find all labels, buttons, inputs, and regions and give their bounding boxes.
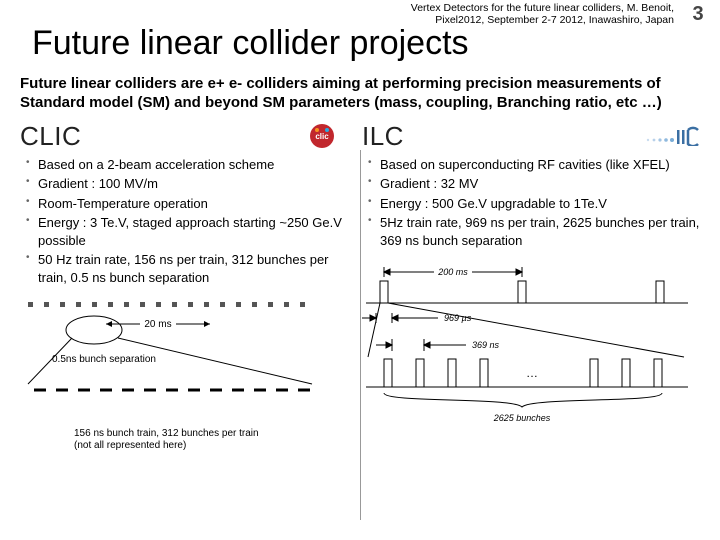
slide-title: Future linear collider projects	[0, 24, 720, 69]
intro-paragraph: Future linear colliders are e+ e- collid…	[0, 69, 720, 121]
ilc-369ns-label: 369 ns	[472, 340, 500, 350]
column-divider	[360, 150, 361, 520]
clic-title: CLIC	[20, 121, 81, 152]
ilc-ellipsis: …	[526, 366, 538, 380]
header-bar: Vertex Detectors for the future linear c…	[0, 0, 720, 26]
ilc-bullet: Based on superconducting RF cavities (li…	[368, 156, 700, 174]
ilc-bullet: Energy : 500 Ge.V upgradable to 1Te.V	[368, 195, 700, 213]
clic-bullet: Based on a 2-beam acceleration scheme	[26, 156, 358, 174]
header-line1: Vertex Detectors for the future linear c…	[411, 2, 674, 14]
ilc-2625bunches-label: 2625 bunches	[493, 413, 551, 423]
clic-train-label-l1: 156 ns bunch train, 312 bunches per trai…	[74, 428, 259, 439]
ilc-title: ILC	[362, 121, 404, 152]
clic-timing-diagram: 20 ms 0.5ns bunch separation	[20, 296, 358, 486]
clic-bullet: 50 Hz train rate, 156 ns per train, 312 …	[26, 251, 358, 286]
ilc-200ms-label: 200 ms	[437, 267, 468, 277]
ilc-bullet: Gradient : 32 MV	[368, 175, 700, 193]
header-text: Vertex Detectors for the future linear c…	[411, 2, 674, 26]
clic-05ns-label: 0.5ns bunch separation	[52, 354, 156, 365]
clic-train-dots	[28, 302, 305, 307]
clic-header: CLIC clic	[20, 121, 358, 152]
clic-bullets: Based on a 2-beam acceleration scheme Gr…	[20, 156, 358, 287]
clic-column: CLIC clic Based on a 2-beam acceleration…	[20, 121, 358, 487]
ilc-bullets: Based on superconducting RF cavities (li…	[362, 156, 700, 250]
clic-bullet: Energy : 3 Te.V, staged approach startin…	[26, 214, 358, 249]
clic-train-label-l2: (not all represented here)	[74, 440, 186, 451]
svg-text:clic: clic	[315, 132, 329, 141]
clic-logo-icon: clic	[308, 123, 336, 149]
clic-bullet: Room-Temperature operation	[26, 195, 358, 213]
clic-bullet: Gradient : 100 MV/m	[26, 175, 358, 193]
ilc-column: ILC Based on superconducting RF cavities…	[362, 121, 700, 487]
ilc-header: ILC	[362, 121, 700, 152]
ilc-logo-icon	[644, 126, 700, 146]
ilc-bullet: 5Hz train rate, 969 ns per train, 2625 b…	[368, 214, 700, 249]
page-number: 3	[684, 3, 712, 26]
ilc-timing-diagram: 200 ms 969 µs	[362, 259, 700, 429]
clic-20ms-label: 20 ms	[144, 319, 171, 330]
